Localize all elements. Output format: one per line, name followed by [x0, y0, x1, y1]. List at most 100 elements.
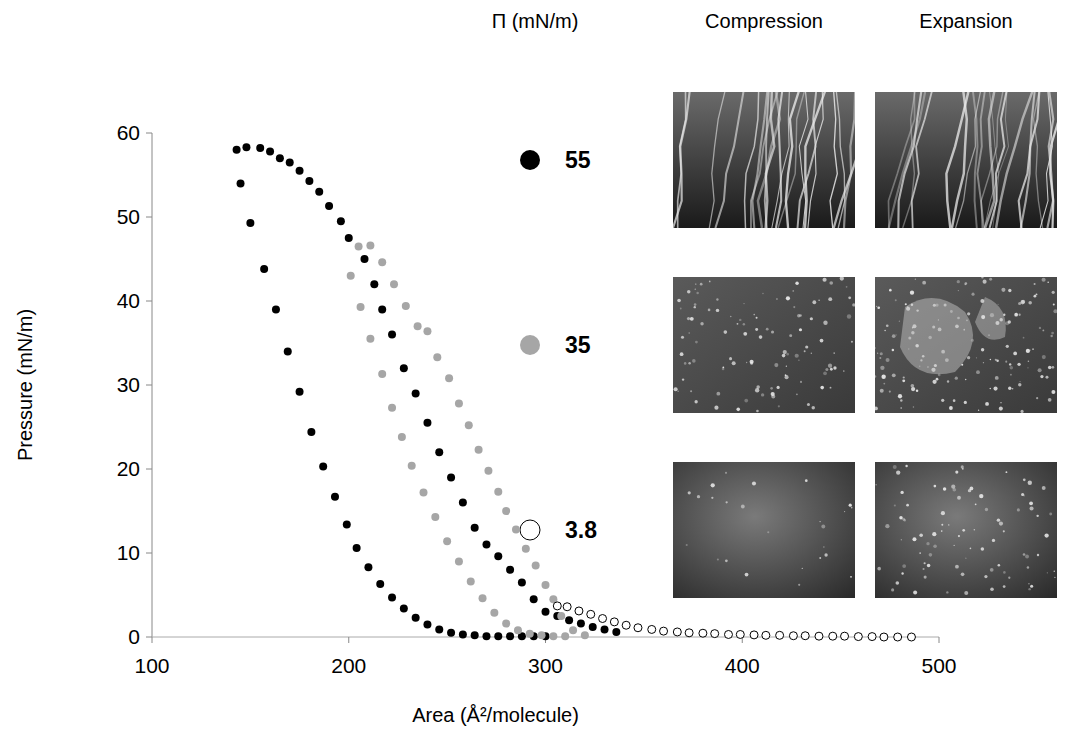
data-point: [378, 370, 386, 378]
texture: [1010, 366, 1014, 370]
texture: [976, 357, 977, 358]
texture: [767, 531, 769, 533]
legend-label: 35: [565, 332, 591, 358]
texture: [805, 479, 808, 482]
data-point: [420, 489, 428, 497]
texture: [810, 317, 813, 320]
data-point: [622, 621, 630, 629]
texture: [981, 547, 985, 551]
texture: [741, 505, 745, 509]
texture: [682, 378, 684, 380]
texture: [993, 387, 997, 391]
texture: [717, 559, 719, 561]
data-point: [563, 603, 571, 611]
texture: [1003, 585, 1006, 588]
y-tick: [146, 217, 152, 218]
texture: [677, 391, 679, 393]
texture: [725, 559, 728, 562]
texture: [774, 363, 778, 367]
x-tick: [939, 637, 940, 643]
texture: [984, 92, 998, 228]
texture: [812, 300, 816, 304]
data-point: [482, 632, 490, 640]
texture: [743, 332, 747, 336]
texture: [823, 321, 827, 325]
data-point: [482, 541, 490, 549]
texture: [688, 362, 690, 364]
texture: [901, 539, 902, 540]
texture: [1047, 281, 1049, 283]
data-point: [587, 610, 595, 618]
texture: [889, 390, 891, 392]
texture: [905, 465, 907, 467]
texture: [711, 483, 715, 487]
data-point: [390, 280, 398, 288]
texture: [875, 375, 876, 377]
texture: [877, 306, 880, 309]
texture: [899, 516, 902, 519]
texture: [824, 553, 827, 556]
texture: [886, 324, 889, 327]
texture: [852, 303, 855, 306]
texture: [694, 400, 697, 403]
texture: [1048, 398, 1052, 402]
texture: [678, 92, 686, 228]
texture: [995, 376, 999, 380]
texture: [1028, 583, 1029, 584]
texture: [883, 383, 885, 385]
texture: [694, 306, 696, 308]
micrograph: [875, 277, 1057, 413]
texture: [880, 352, 883, 355]
texture: [777, 386, 780, 389]
texture: [919, 533, 923, 537]
data-point: [414, 322, 422, 330]
data-point: [435, 625, 443, 633]
texture: [1017, 363, 1020, 366]
texture: [900, 491, 903, 494]
texture: [756, 410, 759, 413]
y-tick: [146, 637, 152, 638]
texture: [802, 568, 803, 569]
texture: [680, 308, 682, 310]
texture: [792, 290, 794, 292]
texture: [875, 347, 876, 348]
micrograph: [875, 462, 1057, 598]
data-point: [577, 620, 585, 628]
data-point: [561, 632, 569, 640]
data-point: [360, 255, 368, 263]
texture: [687, 317, 690, 320]
texture: [985, 402, 989, 406]
texture: [974, 529, 976, 531]
texture: [989, 278, 992, 281]
texture: [916, 390, 919, 393]
texture: [941, 399, 944, 402]
plot-area: [233, 143, 916, 641]
texture: [879, 357, 881, 359]
data-point: [325, 202, 333, 210]
data-point: [433, 353, 441, 361]
data-point: [557, 612, 565, 620]
texture: [927, 564, 931, 568]
data-point: [801, 632, 809, 640]
data-point: [660, 627, 668, 635]
texture: [776, 92, 782, 228]
texture: [1025, 555, 1029, 559]
data-point: [305, 177, 313, 185]
data-point: [569, 626, 577, 634]
data-point: [475, 446, 483, 454]
texture: [1006, 345, 1009, 348]
data-point: [378, 258, 386, 266]
data-point: [518, 578, 526, 586]
texture: [884, 330, 885, 331]
data-point: [447, 473, 455, 481]
texture: [962, 468, 964, 470]
texture: [1001, 288, 1005, 292]
texture: [830, 387, 832, 389]
texture: [677, 299, 681, 303]
texture: [967, 312, 970, 315]
data-point: [880, 633, 888, 641]
data-point: [530, 595, 538, 603]
texture: [761, 393, 764, 396]
data-point: [284, 347, 292, 355]
texture: [952, 488, 956, 492]
